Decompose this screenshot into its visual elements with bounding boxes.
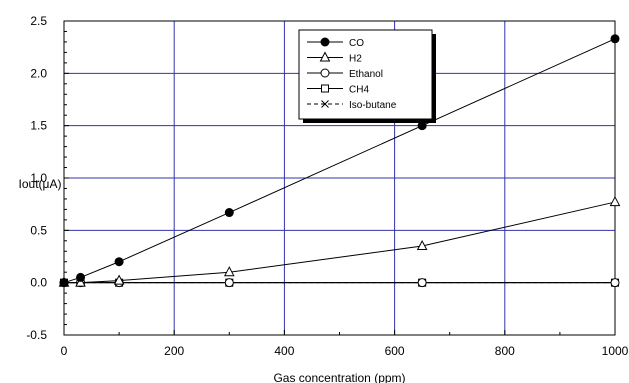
x-tick-label: 800 (495, 344, 515, 358)
x-tick-label: 600 (385, 344, 405, 358)
x-tick-label: 0 (61, 344, 68, 358)
legend-marker-ch4 (321, 84, 329, 93)
series (58, 34, 621, 288)
x-tick-label: 400 (274, 344, 294, 358)
y-axis-label: Iout(μA) (19, 177, 62, 191)
y-tick-label: 2.0 (30, 66, 47, 80)
y-tick-label: 0.5 (30, 223, 47, 237)
data-point-co (610, 34, 620, 44)
data-point-h2 (223, 266, 235, 277)
y-tick-label: 1.5 (30, 119, 47, 133)
legend-marker-iso-butane (321, 100, 329, 108)
data-point-h2 (416, 239, 428, 251)
y-tick-label: 1.0 (30, 171, 47, 185)
axis-ticks: 0 200 400 600 800 1000 -0.5 0.0 0.5 1.0 1.5 2.0 2.5 (26, 14, 628, 358)
data-point-co (59, 278, 69, 288)
legend-marker-co (320, 37, 330, 47)
data-point-h2 (609, 196, 621, 207)
x-axis-label: Gas concentration (ppm) (273, 371, 405, 383)
legend-marker-ethanol (320, 68, 330, 78)
data-point-ethanol (610, 278, 620, 288)
legend-label-ethanol: Ethanol (349, 69, 383, 80)
x-tick-label: 200 (164, 344, 184, 358)
legend-label-co: CO (349, 38, 364, 49)
data-point-h2 (113, 274, 125, 285)
legend-marker-h2 (319, 51, 331, 62)
data-point-co (114, 257, 124, 267)
x-tick-label: 1000 (602, 344, 629, 358)
legend-label-ch4: CH4 (349, 85, 369, 96)
y-tick-label: 0.0 (30, 276, 47, 290)
data-point-ethanol (224, 278, 234, 288)
legend-label-iso-butane: Iso-butane (349, 100, 397, 111)
legend: CO H2 Ethanol CH4 Iso-butane (298, 29, 436, 123)
data-point-co (224, 208, 234, 218)
y-tick-label: 2.5 (30, 14, 47, 28)
y-tick-label: -0.5 (26, 328, 47, 342)
data-point-co (76, 272, 86, 282)
legend-label-h2: H2 (349, 54, 362, 65)
series-line-h2 (64, 201, 616, 284)
data-point-co (417, 121, 427, 131)
data-point-ethanol (417, 278, 427, 288)
